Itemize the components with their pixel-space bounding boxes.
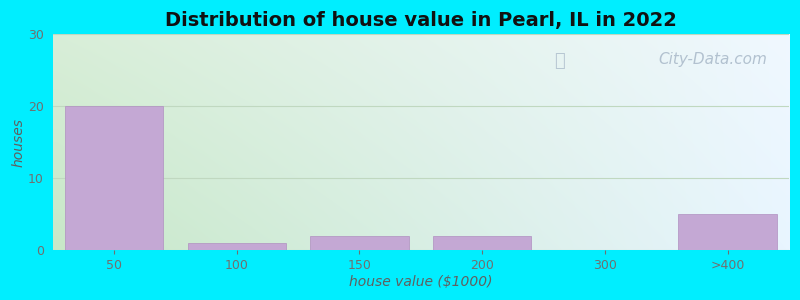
Bar — [65, 106, 163, 250]
Bar — [310, 236, 409, 250]
Text: City-Data.com: City-Data.com — [658, 52, 767, 67]
Y-axis label: houses: houses — [11, 118, 25, 167]
Bar — [188, 243, 286, 250]
Bar — [678, 214, 777, 250]
Title: Distribution of house value in Pearl, IL in 2022: Distribution of house value in Pearl, IL… — [165, 11, 677, 30]
Text: ⌕: ⌕ — [554, 52, 564, 70]
Bar — [433, 236, 531, 250]
X-axis label: house value ($1000): house value ($1000) — [349, 275, 493, 289]
